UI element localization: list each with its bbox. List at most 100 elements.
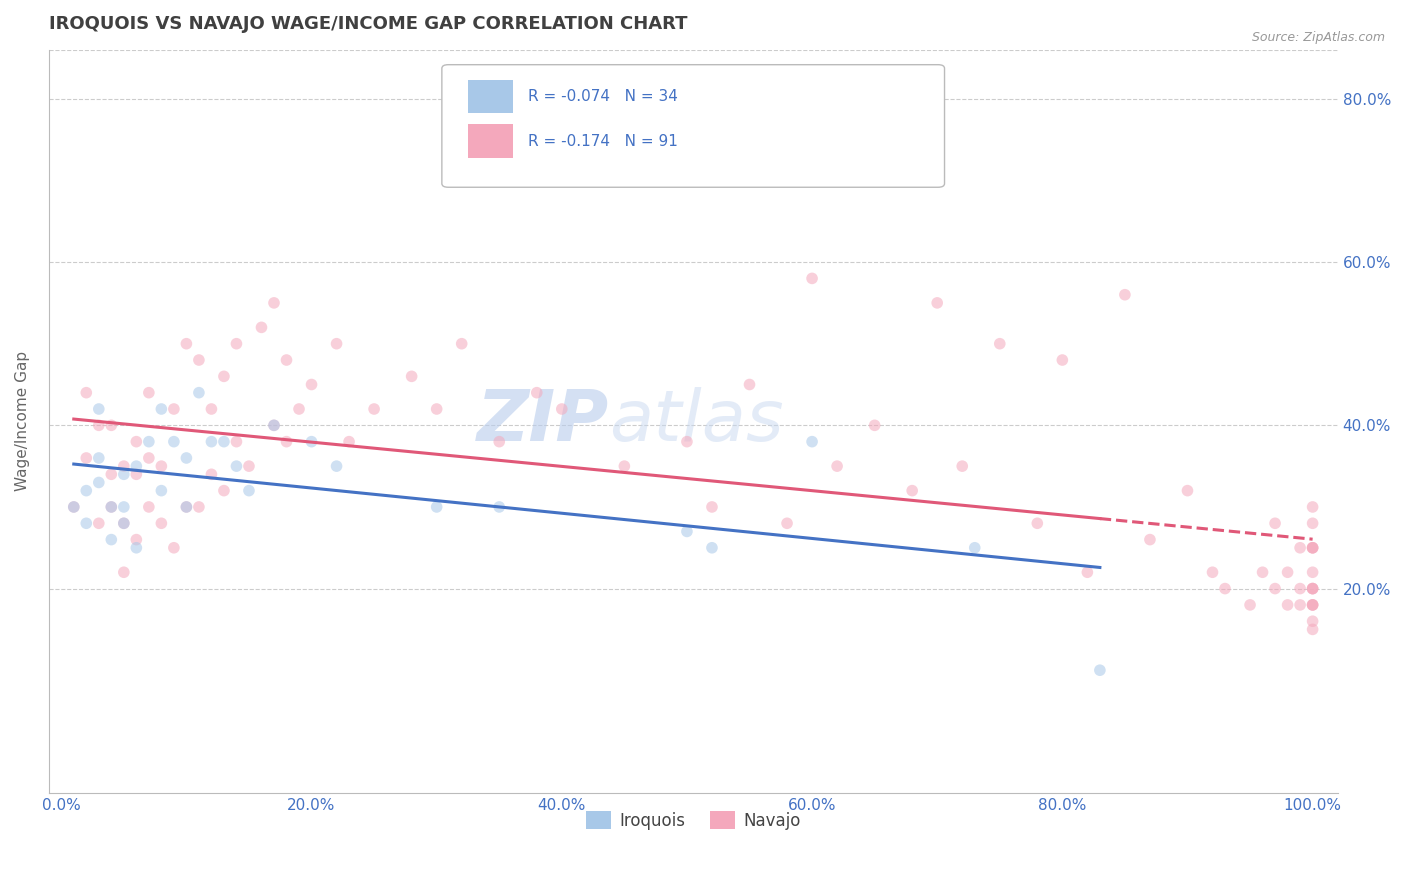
Point bbox=[488, 434, 510, 449]
Point bbox=[163, 434, 186, 449]
Point bbox=[87, 450, 110, 465]
Point bbox=[200, 434, 222, 449]
Point bbox=[1289, 598, 1312, 612]
Point bbox=[1201, 566, 1223, 580]
Point bbox=[1302, 623, 1324, 637]
Point bbox=[738, 377, 761, 392]
Point bbox=[100, 418, 122, 433]
Point bbox=[288, 402, 311, 417]
Point bbox=[1289, 541, 1312, 555]
Point bbox=[363, 402, 385, 417]
Point bbox=[163, 541, 186, 555]
Point bbox=[112, 566, 135, 580]
Text: R = -0.174   N = 91: R = -0.174 N = 91 bbox=[529, 134, 678, 149]
Point bbox=[100, 467, 122, 482]
Point bbox=[1026, 516, 1049, 531]
Bar bbox=[468, 124, 513, 158]
FancyBboxPatch shape bbox=[441, 65, 945, 187]
Point bbox=[901, 483, 924, 498]
Point bbox=[1302, 598, 1324, 612]
Point bbox=[325, 459, 347, 474]
Point bbox=[337, 434, 360, 449]
Point bbox=[176, 500, 198, 514]
Text: Source: ZipAtlas.com: Source: ZipAtlas.com bbox=[1251, 31, 1385, 45]
Point bbox=[825, 459, 848, 474]
Point bbox=[125, 467, 148, 482]
Point bbox=[551, 402, 574, 417]
Point bbox=[100, 500, 122, 514]
Point bbox=[138, 385, 160, 400]
Point bbox=[225, 434, 247, 449]
Point bbox=[176, 336, 198, 351]
Point bbox=[125, 541, 148, 555]
Point bbox=[112, 516, 135, 531]
Point bbox=[676, 524, 699, 539]
Point bbox=[1177, 483, 1199, 498]
Point bbox=[125, 533, 148, 547]
Point bbox=[1264, 516, 1286, 531]
Bar bbox=[468, 79, 513, 113]
Point bbox=[401, 369, 423, 384]
Point bbox=[1277, 598, 1299, 612]
Point bbox=[1213, 582, 1236, 596]
Text: ZIP: ZIP bbox=[477, 387, 609, 456]
Point bbox=[963, 541, 986, 555]
Point bbox=[238, 483, 260, 498]
Point bbox=[1277, 566, 1299, 580]
Y-axis label: Wage/Income Gap: Wage/Income Gap bbox=[15, 351, 30, 491]
Legend: Iroquois, Navajo: Iroquois, Navajo bbox=[579, 805, 807, 837]
Point bbox=[1302, 582, 1324, 596]
Point bbox=[187, 385, 209, 400]
Point bbox=[87, 516, 110, 531]
Point bbox=[988, 336, 1011, 351]
Point bbox=[212, 483, 235, 498]
Point bbox=[125, 434, 148, 449]
Point bbox=[801, 434, 824, 449]
Point bbox=[1302, 582, 1324, 596]
Point bbox=[138, 434, 160, 449]
Point bbox=[1139, 533, 1161, 547]
Point bbox=[100, 533, 122, 547]
Point bbox=[676, 434, 699, 449]
Point bbox=[112, 467, 135, 482]
Point bbox=[426, 500, 449, 514]
Point bbox=[301, 434, 323, 449]
Point bbox=[200, 467, 222, 482]
Point bbox=[150, 516, 173, 531]
Point bbox=[1239, 598, 1261, 612]
Point bbox=[150, 402, 173, 417]
Point bbox=[426, 402, 449, 417]
Point bbox=[276, 434, 298, 449]
Point bbox=[200, 402, 222, 417]
Point bbox=[1289, 582, 1312, 596]
Point bbox=[613, 459, 636, 474]
Point bbox=[1251, 566, 1274, 580]
Point bbox=[112, 500, 135, 514]
Point bbox=[75, 516, 97, 531]
Point bbox=[1076, 566, 1098, 580]
Point bbox=[62, 500, 84, 514]
Point bbox=[1052, 353, 1074, 368]
Point bbox=[138, 450, 160, 465]
Point bbox=[1302, 566, 1324, 580]
Text: atlas: atlas bbox=[609, 387, 785, 456]
Point bbox=[187, 353, 209, 368]
Point bbox=[150, 459, 173, 474]
Point bbox=[863, 418, 886, 433]
Point bbox=[488, 500, 510, 514]
Point bbox=[150, 483, 173, 498]
Point bbox=[301, 377, 323, 392]
Text: IROQUOIS VS NAVAJO WAGE/INCOME GAP CORRELATION CHART: IROQUOIS VS NAVAJO WAGE/INCOME GAP CORRE… bbox=[49, 15, 688, 33]
Point bbox=[225, 459, 247, 474]
Point bbox=[1302, 541, 1324, 555]
Point bbox=[176, 450, 198, 465]
Point bbox=[1302, 516, 1324, 531]
Point bbox=[87, 475, 110, 490]
Point bbox=[238, 459, 260, 474]
Point bbox=[263, 296, 285, 310]
Point bbox=[276, 353, 298, 368]
Point bbox=[212, 434, 235, 449]
Point bbox=[1302, 582, 1324, 596]
Point bbox=[1302, 598, 1324, 612]
Point bbox=[187, 500, 209, 514]
